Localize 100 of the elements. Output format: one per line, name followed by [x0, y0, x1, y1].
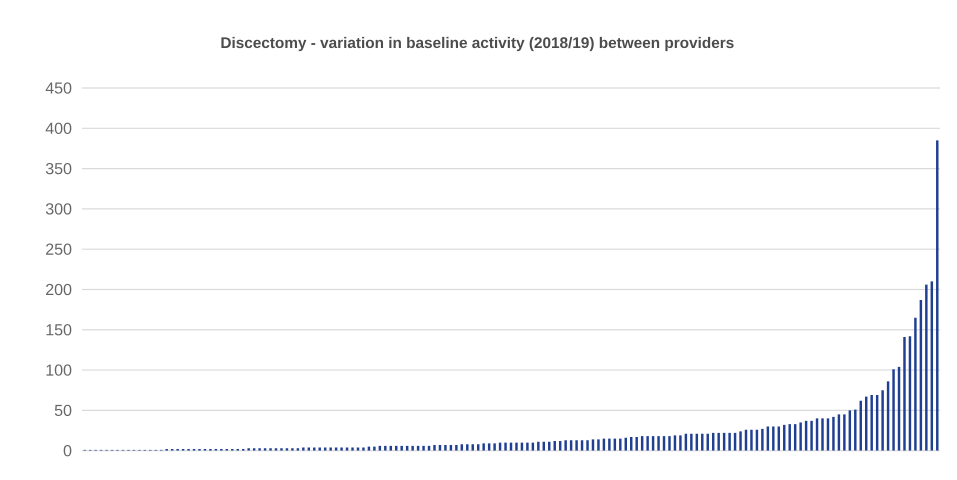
bar — [920, 300, 922, 451]
bar — [804, 420, 808, 451]
bar — [712, 432, 714, 451]
bar — [504, 442, 507, 451]
bar — [722, 432, 726, 451]
bar — [280, 448, 283, 451]
bar — [455, 445, 458, 451]
bar — [286, 448, 288, 451]
bar — [428, 446, 430, 451]
bar — [717, 432, 720, 451]
bar — [548, 442, 550, 451]
bar — [662, 436, 666, 451]
bar — [783, 424, 786, 451]
bar — [778, 426, 780, 451]
bar — [482, 443, 485, 451]
y-tick-label: 350 — [46, 162, 72, 174]
bar — [291, 448, 294, 451]
bar — [252, 448, 256, 451]
y-tick-label: 50 — [54, 404, 72, 416]
bar — [679, 435, 682, 451]
bar — [706, 434, 709, 451]
bar — [302, 447, 305, 451]
bar — [608, 438, 611, 451]
bar — [532, 442, 534, 451]
bar — [515, 442, 518, 451]
bar — [390, 446, 392, 451]
bar — [570, 440, 572, 451]
bar — [264, 448, 266, 451]
bar — [422, 446, 425, 451]
bar — [832, 416, 835, 451]
y-tick-label: 300 — [46, 203, 72, 215]
bar — [362, 447, 365, 451]
bar — [498, 442, 502, 451]
bar — [526, 442, 529, 451]
bar — [406, 446, 408, 451]
bar — [411, 446, 414, 451]
y-tick-label: 200 — [46, 284, 72, 296]
bar — [640, 436, 644, 451]
bar — [520, 442, 524, 451]
bar — [438, 445, 442, 451]
y-tick-label: 150 — [46, 324, 72, 336]
bar — [772, 426, 775, 451]
bar — [892, 369, 895, 451]
bar — [624, 438, 627, 451]
bar — [368, 446, 370, 451]
bar — [575, 440, 578, 451]
bar — [794, 424, 796, 451]
bar — [756, 430, 758, 451]
bar — [826, 418, 830, 451]
bar — [476, 444, 480, 451]
bar — [701, 434, 704, 451]
bar — [313, 447, 316, 451]
bar — [690, 434, 693, 451]
bar — [614, 438, 616, 451]
bar — [247, 448, 250, 451]
bar — [860, 400, 862, 451]
bar — [739, 431, 742, 451]
bar — [340, 447, 343, 451]
bar — [936, 140, 938, 451]
bar — [810, 420, 813, 451]
bar — [564, 440, 567, 451]
y-tick-label: 100 — [46, 364, 72, 376]
bar — [318, 447, 321, 451]
bar — [635, 436, 638, 451]
bar — [416, 446, 420, 451]
bar — [597, 439, 600, 451]
bar — [384, 446, 387, 451]
y-tick-label: 400 — [46, 122, 72, 134]
bar — [674, 435, 676, 451]
bar — [395, 446, 398, 451]
bar — [308, 447, 310, 451]
bar — [373, 446, 376, 451]
bar — [908, 336, 912, 451]
bar — [646, 436, 649, 451]
chart-title: Discectomy - variation in baseline activity (2018/19) between providers — [221, 36, 734, 52]
y-tick-label: 450 — [46, 82, 72, 94]
bar — [876, 395, 878, 451]
bar — [553, 440, 556, 451]
bar — [925, 284, 928, 451]
bar — [488, 443, 490, 451]
bar — [602, 438, 606, 451]
bar — [870, 395, 873, 451]
bar — [269, 448, 272, 451]
bar — [580, 440, 584, 451]
bar — [400, 446, 403, 451]
bar — [450, 445, 452, 451]
bar — [334, 447, 338, 451]
bar — [542, 442, 546, 451]
bar — [378, 446, 382, 451]
y-tick-label: 250 — [46, 244, 72, 255]
bar — [460, 444, 464, 451]
bar — [619, 438, 622, 451]
bar — [657, 436, 660, 451]
y-tick-label: 0 — [64, 445, 72, 456]
bar — [493, 443, 496, 451]
bar — [696, 434, 698, 451]
bar — [734, 432, 736, 451]
bar — [684, 434, 688, 451]
bar — [728, 432, 731, 451]
bar — [329, 447, 332, 451]
